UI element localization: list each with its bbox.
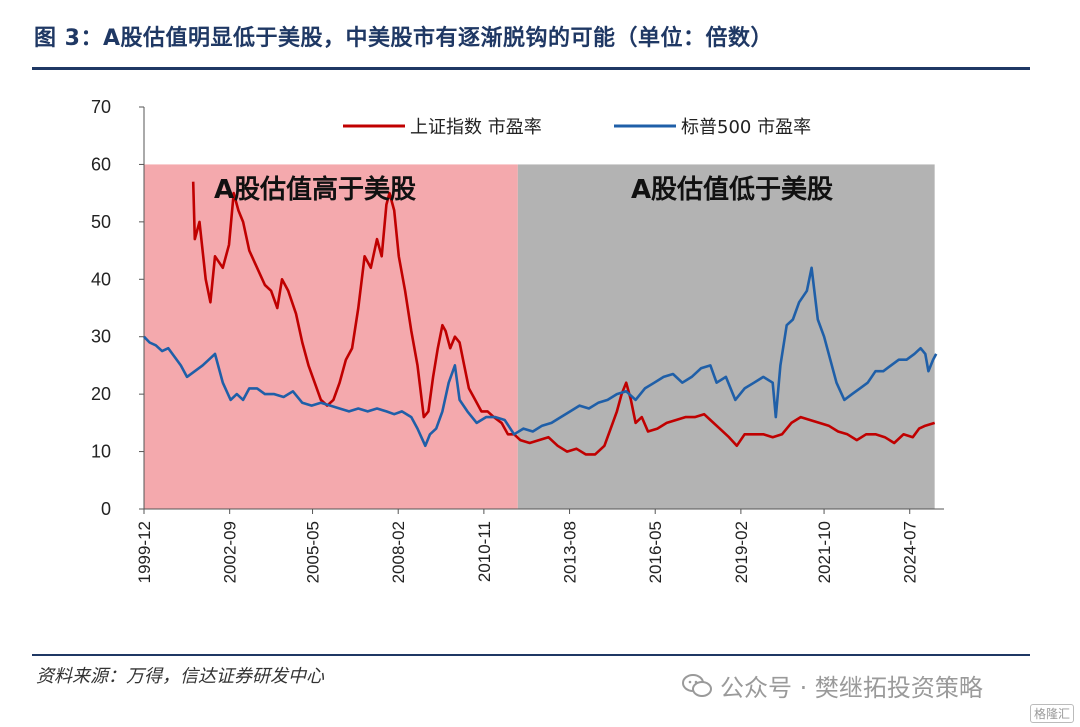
- x-tick-label: 2010-11: [475, 521, 494, 582]
- region-band-0: [144, 164, 518, 509]
- region-label-0: A股估值高于美股: [214, 174, 416, 205]
- x-tick-label: 2005-05: [304, 521, 323, 583]
- x-tick-label: 2016-05: [646, 521, 665, 583]
- y-tick-label: 50: [91, 212, 111, 232]
- x-tick-label: 2002-09: [221, 521, 240, 583]
- chart-axes: 0 10 20 30 40 50 60 70 1999-12 2002-09 2005-05 2008…: [91, 97, 944, 583]
- header-rule: [32, 67, 1030, 70]
- x-tick-label: 2021-10: [815, 521, 834, 583]
- watermark-badge: 格隆汇: [1029, 704, 1074, 723]
- x-tick-label: 2008-02: [389, 521, 408, 583]
- series-line-0: [191, 181, 936, 456]
- legend-label-0: 上证指数 市盈率: [410, 117, 542, 138]
- y-tick-label: 40: [91, 269, 111, 289]
- y-tick-label: 70: [91, 97, 111, 117]
- chart-series: [143, 181, 938, 456]
- y-tick-label: 0: [101, 499, 111, 519]
- region-labels: A股估值高于美股 A股估值低于美股: [214, 174, 833, 205]
- x-tick-label: 2013-08: [561, 521, 580, 583]
- y-tick-label: 20: [91, 384, 111, 404]
- series-line-1: [143, 266, 938, 448]
- y-tick-label: 60: [91, 154, 111, 174]
- chart-regions: [144, 164, 935, 509]
- x-tick-label: 2024-07: [901, 521, 920, 583]
- y-tick-label: 30: [91, 327, 111, 347]
- footer-rule: [32, 654, 1030, 656]
- watermark-text: 公众号 · 樊继拓投资策略: [720, 674, 983, 702]
- wechat-icon: [682, 673, 712, 697]
- chart-legend: 上证指数 市盈率 标普500 市盈率: [343, 117, 811, 138]
- line-chart: 0 10 20 30 40 50 60 70 1999-12 2002-09 2005-05 2008…: [91, 97, 944, 583]
- x-tick-label: 2019-02: [732, 521, 751, 583]
- region-band-1: [517, 164, 935, 509]
- legend-label-1: 标普500 市盈率: [681, 117, 811, 138]
- data-source: 资料来源：万得，信达证券研发中心: [36, 666, 324, 687]
- chart-title: 图 3：A股估值明显低于美股，中美股市有逐渐脱钩的可能（单位：倍数）: [34, 26, 773, 51]
- y-tick-label: 10: [91, 442, 111, 462]
- region-label-1: A股估值低于美股: [631, 174, 833, 205]
- x-tick-label: 1999-12: [135, 521, 154, 583]
- watermark: 公众号 · 樊继拓投资策略: [682, 668, 983, 703]
